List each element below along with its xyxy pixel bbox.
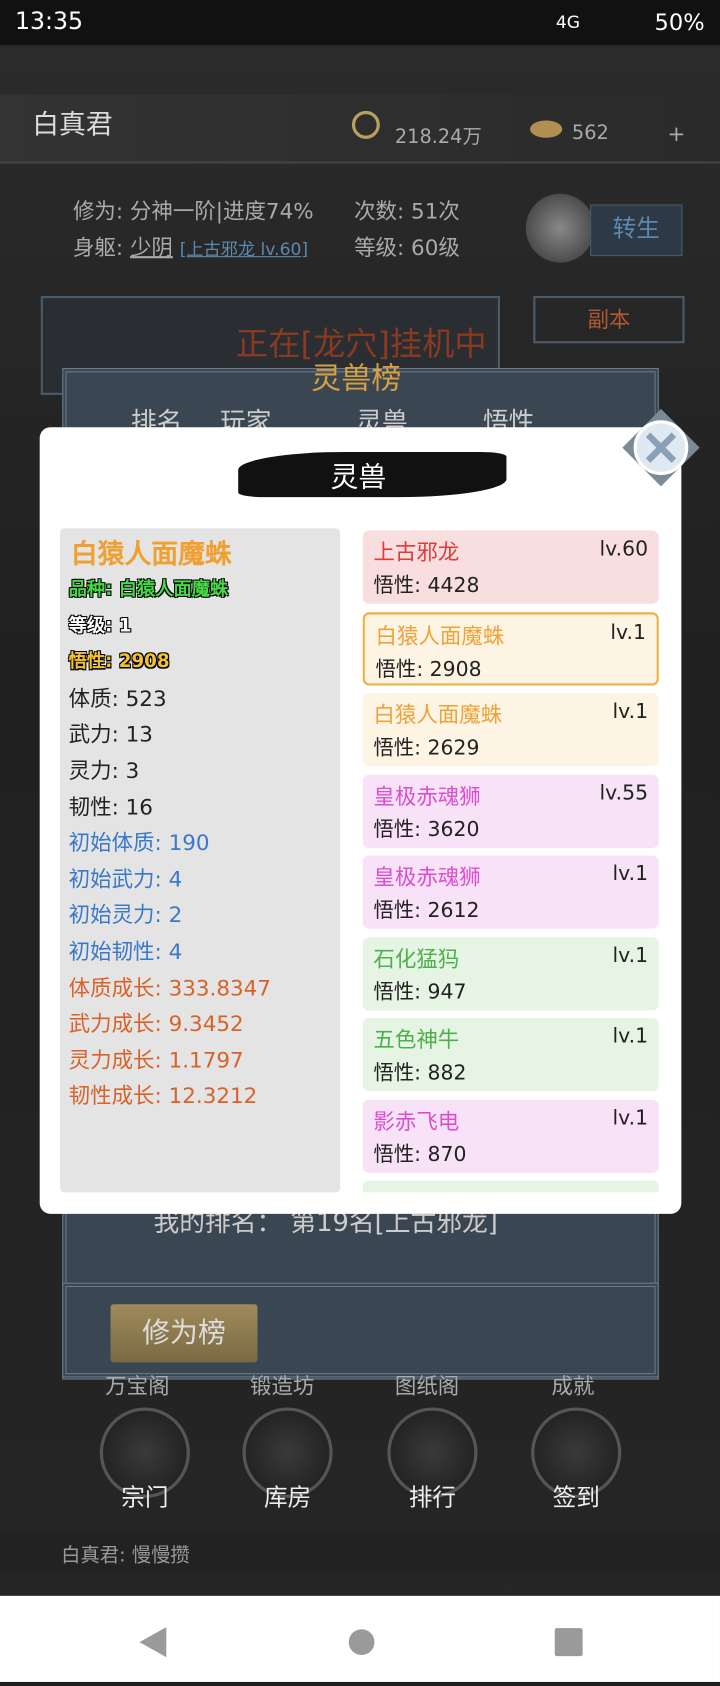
nav-icon[interactable] bbox=[99, 1407, 190, 1498]
side-button[interactable]: 副本 bbox=[533, 295, 685, 344]
ingot-icon bbox=[530, 120, 563, 138]
pet-name: 皇极赤魂狮 bbox=[373, 782, 481, 809]
pet-stat: 悟性: 3620 bbox=[373, 817, 480, 841]
menu-label[interactable]: 锻造坊 bbox=[250, 1373, 315, 1399]
cultivation: 修为: 分神一阶|进度74% bbox=[72, 198, 314, 224]
status-bar bbox=[0, 0, 720, 46]
body-label: 身躯: bbox=[72, 234, 130, 261]
nav-label[interactable]: 库房 bbox=[263, 1485, 312, 1512]
detail-line: 韧性成长: 12.3212 bbox=[68, 1082, 258, 1109]
system-nav-icons bbox=[139, 1627, 583, 1658]
count: 次数: 51次 bbox=[354, 198, 460, 224]
chat-bar bbox=[0, 1532, 720, 1572]
list-item[interactable]: 白猿人面魔蛛 lv.1 悟性: 2629 bbox=[362, 693, 659, 767]
list-item[interactable]: 皇极赤魂狮 lv.55 悟性: 3620 bbox=[362, 774, 659, 848]
detail-line: 悟性: 2908 bbox=[68, 651, 170, 673]
detail-lines: 品种: 白猿人面魔蛛 等级: 1 悟性: 2908 体质: 523 武力: 13 灵力: … bbox=[69, 572, 271, 1114]
nav-icon[interactable] bbox=[242, 1407, 333, 1498]
list-item[interactable]: 石化猛犸 lv.1 悟性: 947 bbox=[362, 936, 659, 1010]
body[interactable]: 少阴 bbox=[129, 234, 173, 261]
coin-icon bbox=[351, 110, 380, 139]
detail-line: 初始灵力: 2 bbox=[68, 902, 183, 928]
menu-label[interactable]: 万宝阁 bbox=[105, 1373, 170, 1399]
detail-line: 初始体质: 190 bbox=[68, 829, 210, 856]
pet-stat: 悟性: 2908 bbox=[375, 656, 482, 681]
pet-level: lv.1 bbox=[610, 620, 646, 645]
pet-level: lv.55 bbox=[599, 780, 649, 805]
list-item[interactable]: 上古邪龙 lv.60 悟性: 4428 bbox=[362, 530, 659, 604]
battery: 50% bbox=[654, 9, 705, 36]
dialog-title-brush bbox=[238, 451, 507, 498]
pet-name: 白猿人面魔蛛 bbox=[373, 701, 503, 728]
nav-icon[interactable] bbox=[531, 1407, 622, 1498]
pet-level: lv.1 bbox=[612, 943, 649, 967]
detail-line: 品种: 白猿人面魔蛛 bbox=[68, 578, 229, 601]
nav-icon[interactable] bbox=[387, 1407, 478, 1498]
detail-panel bbox=[60, 528, 341, 1193]
detail-line: 等级: 1 bbox=[68, 615, 132, 637]
pet-level: lv.1 bbox=[612, 699, 649, 724]
detail-line: 体质: 523 bbox=[68, 685, 167, 712]
menu-label[interactable]: 成就 bbox=[551, 1373, 595, 1399]
time: 13:35 bbox=[15, 8, 84, 36]
pet-stat: 悟性: 4428 bbox=[373, 573, 480, 598]
pet-stat: 悟性: 2629 bbox=[373, 736, 480, 760]
pet-level: lv.1 bbox=[612, 861, 649, 886]
ingots: 562 bbox=[571, 121, 609, 145]
home-button[interactable] bbox=[348, 1629, 375, 1656]
pet-name: 影赤飞电 bbox=[373, 1107, 460, 1134]
add-button[interactable]: + bbox=[667, 120, 686, 147]
detail-line: 初始武力: 4 bbox=[68, 865, 183, 892]
detail-line: 灵力成长: 1.1797 bbox=[68, 1046, 244, 1073]
list-item[interactable]: 五色神牛 lv.1 悟性: 882 bbox=[362, 1017, 659, 1092]
dragon-emblem bbox=[525, 193, 595, 263]
pet-level: lv.1 bbox=[612, 1024, 649, 1049]
close-button[interactable] bbox=[620, 407, 702, 489]
pet-name: 白猿人面魔蛛 bbox=[375, 622, 505, 649]
list-item[interactable] bbox=[362, 1180, 659, 1193]
nav-label[interactable]: 排行 bbox=[408, 1485, 457, 1512]
pet-name: 五色神牛 bbox=[373, 1026, 460, 1053]
system-nav bbox=[0, 1595, 720, 1682]
nav-label[interactable]: 宗门 bbox=[121, 1485, 169, 1512]
body-row: 身躯: 少阴 [上古邪龙 lv.60] bbox=[73, 230, 308, 261]
menu-label[interactable]: 图纸阁 bbox=[394, 1373, 460, 1399]
tab-button[interactable]: 修为榜 bbox=[110, 1304, 258, 1363]
detail-line: 武力: 13 bbox=[68, 721, 153, 748]
pet-level: lv.60 bbox=[599, 536, 649, 561]
recent-button[interactable] bbox=[554, 1628, 583, 1657]
pet-stat: 悟性: 947 bbox=[373, 979, 467, 1004]
nav-label[interactable]: 签到 bbox=[552, 1485, 600, 1512]
chat: 白真君: 慢慢攒 bbox=[61, 1544, 190, 1567]
body-pet[interactable]: [上古邪龙 lv.60] bbox=[179, 238, 309, 260]
detail-line: 韧性: 16 bbox=[68, 793, 153, 820]
detail-line: 初始韧性: 4 bbox=[68, 938, 183, 965]
detail-name: 白猿人面魔蛛 bbox=[70, 538, 232, 570]
rebirth-button[interactable]: 转生 bbox=[590, 204, 683, 257]
coins: 218.24万 bbox=[394, 125, 482, 149]
pet-level: lv.1 bbox=[612, 1105, 649, 1130]
network: 4G bbox=[555, 11, 581, 33]
idle-banner: 正在[龙穴]挂机中 bbox=[236, 326, 487, 364]
detail-line: 灵力: 3 bbox=[68, 757, 140, 784]
ranking-title: 灵兽榜 bbox=[311, 360, 402, 397]
pet-stat: 悟性: 882 bbox=[373, 1061, 467, 1085]
player-name: 白真君 bbox=[32, 108, 113, 140]
back-button[interactable] bbox=[139, 1627, 167, 1658]
level: 等级: 60级 bbox=[354, 234, 460, 261]
pet-stat: 悟性: 870 bbox=[373, 1142, 467, 1166]
pet-name: 石化猛犸 bbox=[373, 945, 460, 972]
detail-line: 武力成长: 9.3452 bbox=[68, 1010, 244, 1037]
pet-name: 上古邪龙 bbox=[373, 539, 460, 565]
dialog-title: 灵兽 bbox=[330, 461, 387, 494]
list-item[interactable]: 白猿人面魔蛛 lv.1 悟性: 2908 bbox=[362, 611, 659, 685]
detail-line: 体质成长: 333.8347 bbox=[68, 974, 271, 1001]
pet-stat: 悟性: 2612 bbox=[373, 898, 480, 923]
pet-list: 上古邪龙 lv.60 悟性: 4428 白猿人面魔蛛 lv.1 悟性: 2908 白猿人面魔… bbox=[362, 530, 659, 1193]
pet-name: 皇极赤魂狮 bbox=[373, 864, 481, 890]
list-item[interactable]: 影赤飞电 lv.1 悟性: 870 bbox=[362, 1099, 659, 1173]
list-item[interactable]: 皇极赤魂狮 lv.1 悟性: 2612 bbox=[362, 855, 659, 929]
